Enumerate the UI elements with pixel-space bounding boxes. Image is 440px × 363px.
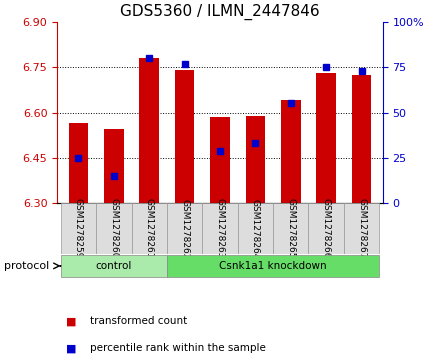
- Bar: [69, 123, 88, 203]
- Bar: [344, 203, 379, 254]
- Text: GSM1278259: GSM1278259: [74, 199, 83, 259]
- Bar: [167, 203, 202, 254]
- Text: ■: ■: [66, 316, 77, 326]
- Text: GSM1278266: GSM1278266: [322, 199, 331, 259]
- Text: GSM1278260: GSM1278260: [109, 199, 118, 259]
- Text: GSM1278265: GSM1278265: [286, 199, 295, 259]
- Text: percentile rank within the sample: percentile rank within the sample: [90, 343, 266, 354]
- Text: protocol: protocol: [4, 261, 50, 271]
- Text: GSM1278261: GSM1278261: [145, 199, 154, 259]
- Text: control: control: [95, 261, 132, 271]
- Text: GSM1278264: GSM1278264: [251, 199, 260, 259]
- Bar: [167, 255, 379, 277]
- Bar: [139, 58, 159, 203]
- Bar: [61, 203, 96, 254]
- Bar: [210, 117, 230, 203]
- Text: GSM1278263: GSM1278263: [216, 199, 224, 259]
- Text: GSM1278267: GSM1278267: [357, 199, 366, 259]
- Title: GDS5360 / ILMN_2447846: GDS5360 / ILMN_2447846: [120, 4, 320, 20]
- Bar: [104, 129, 124, 203]
- Bar: [308, 203, 344, 254]
- Text: GSM1278262: GSM1278262: [180, 199, 189, 259]
- Bar: [96, 203, 132, 254]
- Bar: [273, 203, 308, 254]
- Text: ■: ■: [66, 343, 77, 354]
- Bar: [281, 101, 301, 203]
- Bar: [61, 255, 167, 277]
- Text: Csnk1a1 knockdown: Csnk1a1 knockdown: [219, 261, 327, 271]
- Bar: [132, 203, 167, 254]
- Bar: [316, 73, 336, 203]
- Bar: [238, 203, 273, 254]
- Bar: [175, 70, 194, 203]
- Bar: [202, 203, 238, 254]
- Bar: [246, 115, 265, 203]
- Bar: [352, 75, 371, 203]
- Text: transformed count: transformed count: [90, 316, 187, 326]
